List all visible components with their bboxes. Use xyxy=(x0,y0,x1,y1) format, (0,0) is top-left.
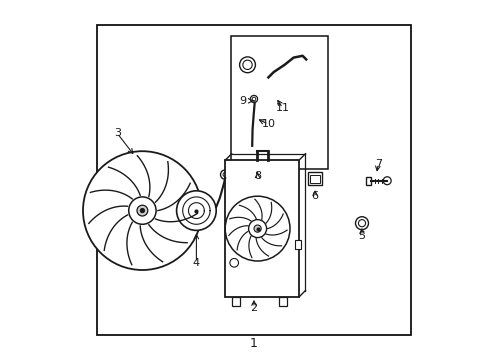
Text: 8: 8 xyxy=(254,171,261,181)
Bar xyxy=(279,297,287,306)
Circle shape xyxy=(250,95,258,103)
Circle shape xyxy=(83,151,202,270)
Circle shape xyxy=(359,220,366,227)
Circle shape xyxy=(248,220,267,238)
Text: 10: 10 xyxy=(261,119,275,129)
Circle shape xyxy=(230,258,239,267)
Bar xyxy=(231,36,328,169)
Bar xyxy=(225,160,299,297)
Circle shape xyxy=(254,225,261,232)
Circle shape xyxy=(220,170,230,179)
Text: 1: 1 xyxy=(250,337,258,350)
Circle shape xyxy=(383,177,391,185)
Circle shape xyxy=(356,217,368,230)
Circle shape xyxy=(252,97,256,101)
Bar xyxy=(367,177,371,185)
Circle shape xyxy=(176,191,216,230)
Circle shape xyxy=(225,196,290,261)
Circle shape xyxy=(243,60,252,69)
Bar xyxy=(308,172,321,185)
Bar xyxy=(295,240,301,249)
Circle shape xyxy=(240,57,255,73)
Bar xyxy=(310,175,319,183)
Text: 2: 2 xyxy=(250,303,258,313)
Circle shape xyxy=(223,172,227,177)
Bar xyxy=(232,297,240,306)
Bar xyxy=(98,25,411,335)
Circle shape xyxy=(137,205,148,216)
Text: 6: 6 xyxy=(312,191,318,201)
Text: 9: 9 xyxy=(240,96,247,106)
Text: 7: 7 xyxy=(375,159,382,169)
Text: 11: 11 xyxy=(276,103,290,113)
Circle shape xyxy=(140,208,145,213)
Text: 3: 3 xyxy=(114,128,121,138)
Text: 5: 5 xyxy=(359,231,366,241)
Text: 4: 4 xyxy=(193,258,200,268)
Circle shape xyxy=(129,197,156,224)
